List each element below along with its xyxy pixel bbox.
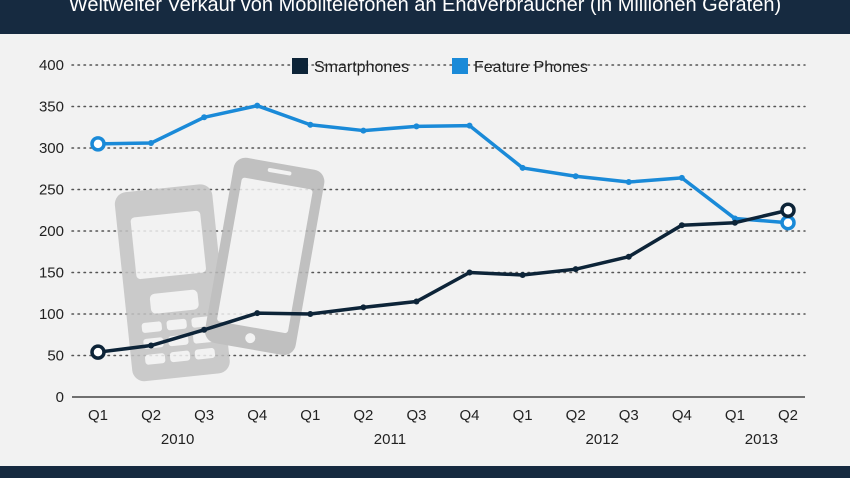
data-point bbox=[148, 342, 155, 349]
x-tick-label: Q2 bbox=[353, 407, 373, 424]
y-tick-label: 0 bbox=[56, 389, 64, 406]
x-year-label: 2010 bbox=[161, 431, 194, 448]
series-line-smartphones bbox=[96, 208, 790, 354]
legend-swatch bbox=[292, 58, 308, 74]
y-tick-label: 250 bbox=[39, 182, 64, 199]
x-tick-label: Q4 bbox=[460, 407, 480, 424]
y-tick-label: 100 bbox=[39, 306, 64, 323]
series-line-feature-phones bbox=[96, 103, 790, 225]
data-point bbox=[572, 173, 579, 180]
data-point bbox=[413, 123, 420, 130]
data-point bbox=[307, 311, 314, 317]
data-point bbox=[625, 179, 632, 186]
data-point bbox=[780, 202, 796, 218]
chart-title: Weltweiter Verkauf von Mobiltelefonen an… bbox=[68, 0, 782, 16]
x-tick-label: Q3 bbox=[194, 407, 214, 424]
data-point bbox=[519, 271, 526, 278]
data-point bbox=[360, 304, 367, 311]
data-point bbox=[90, 344, 106, 360]
data-point bbox=[678, 222, 685, 229]
header-bar: Weltweiter Verkauf von Mobiltelefonen an… bbox=[0, 0, 850, 34]
y-tick-label: 50 bbox=[47, 348, 64, 365]
x-tick-label: Q2 bbox=[566, 407, 586, 424]
data-point bbox=[731, 219, 738, 226]
series-layer bbox=[90, 102, 796, 360]
y-axis: 0 50 100 150 200 250 300 350 400 bbox=[39, 57, 64, 406]
legend-label: Feature Phones bbox=[474, 59, 588, 76]
data-point bbox=[254, 310, 261, 317]
data-point bbox=[572, 266, 579, 273]
data-point bbox=[360, 127, 367, 134]
x-tick-label: Q1 bbox=[513, 407, 533, 424]
footer-bar bbox=[0, 466, 850, 478]
x-tick-label: Q3 bbox=[619, 407, 639, 424]
data-point bbox=[307, 121, 314, 128]
x-tick-label: Q2 bbox=[141, 407, 161, 424]
y-tick-label: 300 bbox=[39, 140, 64, 157]
data-point bbox=[201, 114, 208, 121]
x-tick-label: Q1 bbox=[88, 407, 108, 424]
x-year-label: 2013 bbox=[745, 431, 778, 448]
y-tick-label: 400 bbox=[39, 57, 64, 74]
x-tick-label: Q4 bbox=[247, 407, 267, 424]
data-point bbox=[678, 174, 685, 181]
data-point bbox=[519, 164, 526, 171]
x-tick-label: Q1 bbox=[725, 407, 745, 424]
x-tick-label: Q4 bbox=[672, 407, 692, 424]
data-point bbox=[780, 214, 796, 231]
x-year-label: 2011 bbox=[374, 431, 406, 448]
y-tick-label: 150 bbox=[39, 265, 64, 282]
x-tick-label: Q2 bbox=[778, 407, 798, 424]
data-point bbox=[466, 269, 473, 276]
data-point bbox=[148, 140, 155, 147]
x-year-label: 2012 bbox=[586, 431, 619, 448]
y-tick-label: 350 bbox=[39, 99, 64, 116]
data-point bbox=[90, 136, 106, 152]
x-tick-label: Q3 bbox=[406, 407, 426, 424]
data-point bbox=[466, 122, 473, 129]
data-point bbox=[201, 326, 208, 333]
x-tick-label: Q1 bbox=[300, 407, 320, 424]
data-point bbox=[731, 215, 738, 222]
legend-label: Smartphones bbox=[314, 59, 409, 76]
data-point bbox=[625, 253, 632, 260]
legend: Smartphones Feature Phones bbox=[292, 58, 588, 76]
legend-swatch bbox=[452, 58, 468, 74]
data-point bbox=[254, 102, 261, 109]
data-point bbox=[413, 298, 420, 305]
y-tick-label: 200 bbox=[39, 223, 64, 240]
